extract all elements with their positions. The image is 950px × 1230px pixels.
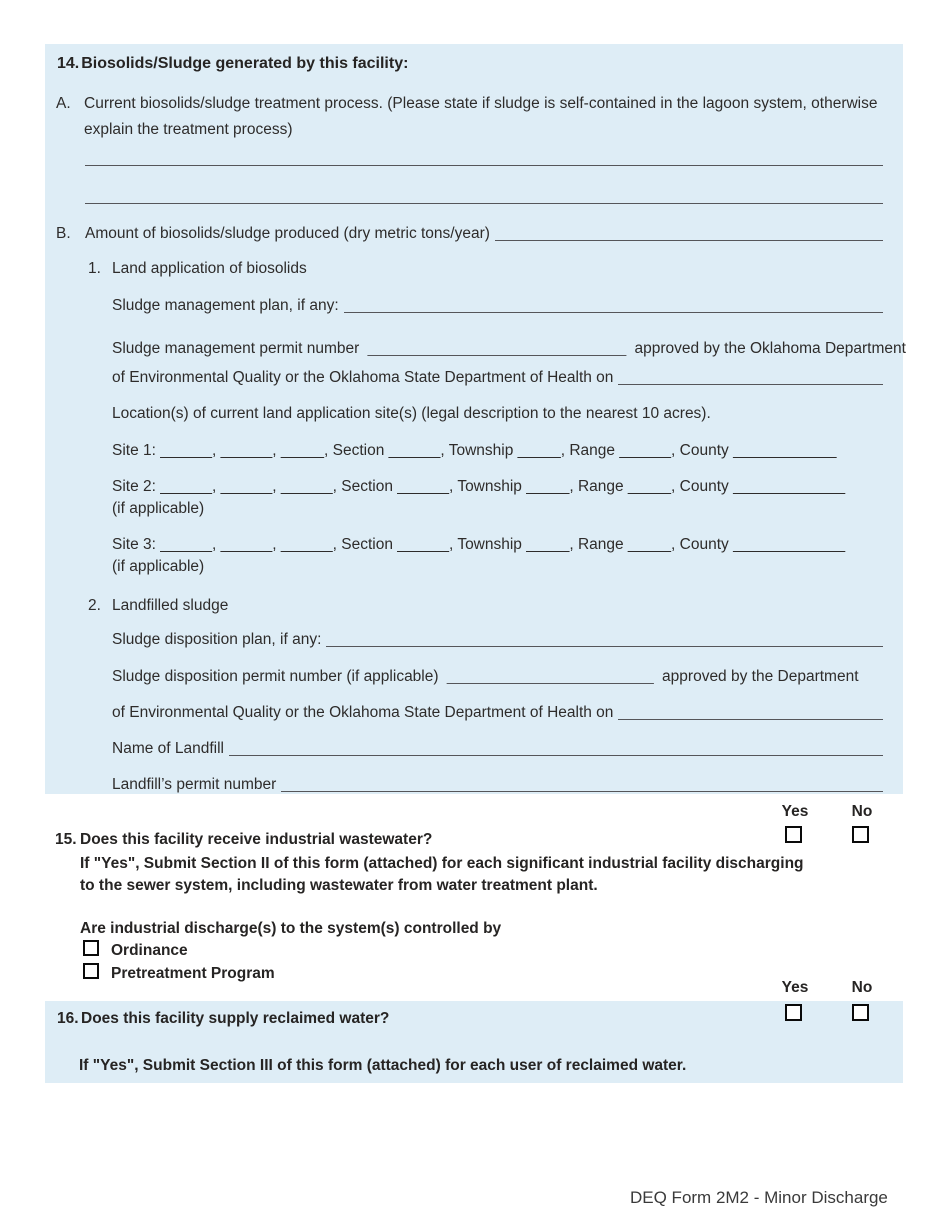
- approval-date-blank-line[interactable]: [618, 384, 883, 385]
- question-16-text: Does this facility supply reclaimed wate…: [81, 1010, 390, 1027]
- checkbox-16-no[interactable]: [852, 1004, 869, 1021]
- question-16-row: 16. Does this facility supply reclaimed …: [57, 1009, 389, 1029]
- landfill-permit-label: Landfill’s permit number: [112, 776, 277, 793]
- checkbox-ordinance[interactable]: [83, 940, 99, 956]
- checkbox-16-yes[interactable]: [785, 1004, 802, 1021]
- pretreatment-program-label: Pretreatment Program: [111, 965, 275, 982]
- site-3-note: (if applicable): [112, 558, 205, 575]
- disposition-permit-row: Sludge disposition permit number (if app…: [112, 667, 859, 687]
- landfilled-heading: 2. Landfilled sludge: [88, 596, 228, 616]
- question-16-instruction: If "Yes", Submit Section III of this for…: [79, 1057, 687, 1074]
- page-footer: DEQ Form 2M2 - Minor Discharge July 2013…: [630, 1135, 888, 1230]
- question-15-instruction: If "Yes", Submit Section II of this form…: [80, 855, 804, 894]
- item-a-marker: A.: [56, 95, 71, 112]
- answer-line-1[interactable]: [85, 149, 883, 166]
- management-plan-blank-line[interactable]: [343, 312, 883, 313]
- landfill-name-label: Name of Landfill: [112, 740, 225, 757]
- footer-form-name: DEQ Form 2M2 - Minor Discharge: [630, 1188, 888, 1207]
- site-2-note: (if applicable): [112, 500, 205, 517]
- site-3-row[interactable]: Site 3: ______, ______, ______, Section …: [112, 536, 846, 553]
- management-permit-cont-text: of Environmental Quality or the Oklahoma…: [112, 369, 614, 386]
- landfilled-title: Landfilled sludge: [112, 597, 229, 614]
- item-b-row: B. Amount of biosolids/sludge produced (…: [56, 224, 883, 244]
- management-permit-row: Sludge management permit number ________…: [112, 339, 906, 359]
- disposition-permit-cont-row: of Environmental Quality or the Oklahoma…: [112, 703, 883, 723]
- amount-blank-line[interactable]: [494, 240, 883, 241]
- section-14-heading: 14. Biosolids/Sludge generated by this f…: [57, 54, 408, 74]
- answer-line-2[interactable]: [85, 187, 883, 204]
- no-column-header-1: No: [851, 803, 873, 820]
- disposition-permit-cont-text: of Environmental Quality or the Oklahoma…: [112, 704, 614, 721]
- section-14-title: Biosolids/Sludge generated by this facil…: [81, 55, 409, 72]
- site-2-row[interactable]: Site 2: ______, ______, ______, Section …: [112, 478, 846, 495]
- question-15-number: 15.: [55, 831, 77, 848]
- location-label: Location(s) of current land application …: [112, 405, 711, 422]
- yes-column-header-2: Yes: [781, 979, 809, 996]
- question-15-text: Does this facility receive industrial wa…: [80, 831, 433, 848]
- disposition-permit-label: Sludge disposition permit number (if app…: [112, 668, 439, 685]
- management-plan-label: Sludge management plan, if any:: [112, 297, 339, 314]
- landfilled-number: 2.: [88, 597, 101, 614]
- landfill-permit-blank-line[interactable]: [281, 791, 883, 792]
- no-column-header-2: No: [851, 979, 873, 996]
- item-b-label: Amount of biosolids/sludge produced (dry…: [85, 225, 490, 242]
- disposition-permit-blank[interactable]: ________________________: [446, 668, 654, 685]
- yes-column-header-1: Yes: [781, 803, 809, 820]
- landfill-name-row: Name of Landfill: [112, 739, 883, 759]
- management-permit-approved-text: approved by the Oklahoma Department: [634, 340, 906, 357]
- checkbox-15-no[interactable]: [852, 826, 869, 843]
- item-b-marker: B.: [56, 225, 71, 242]
- management-permit-cont-row: of Environmental Quality or the Oklahoma…: [112, 368, 883, 388]
- disposition-plan-row: Sludge disposition plan, if any:: [112, 630, 883, 650]
- controlled-by-question: Are industrial discharge(s) to the syste…: [80, 920, 502, 937]
- item-a-text: Current biosolids/sludge treatment proce…: [84, 95, 878, 138]
- question-16-number: 16.: [57, 1010, 79, 1027]
- question-15-row: 15. Does this facility receive industria…: [55, 830, 432, 850]
- site-1-row[interactable]: Site 1: ______, ______, _____, Section _…: [112, 442, 837, 459]
- management-permit-blank[interactable]: ______________________________: [367, 340, 627, 357]
- checkbox-pretreatment-program[interactable]: [83, 963, 99, 979]
- section-14-number: 14.: [57, 55, 80, 72]
- landfill-permit-row: Landfill’s permit number: [112, 775, 883, 795]
- land-application-number: 1.: [88, 260, 101, 277]
- management-plan-row: Sludge management plan, if any:: [112, 296, 883, 316]
- land-application-heading: 1. Land application of biosolids: [88, 259, 307, 279]
- item-a-row: A. Current biosolids/sludge treatment pr…: [56, 91, 885, 143]
- ordinance-label: Ordinance: [111, 942, 188, 959]
- land-application-title: Land application of biosolids: [112, 260, 307, 277]
- disposition-plan-blank-line[interactable]: [326, 646, 883, 647]
- disposition-approval-date-blank-line[interactable]: [618, 719, 883, 720]
- section-14-panel: 14. Biosolids/Sludge generated by this f…: [45, 44, 906, 795]
- checkbox-15-yes[interactable]: [785, 826, 802, 843]
- section-16-panel: [45, 1001, 903, 1083]
- disposition-plan-label: Sludge disposition plan, if any:: [112, 631, 322, 648]
- disposition-permit-approved-text: approved by the Department: [662, 668, 859, 685]
- landfill-name-blank-line[interactable]: [229, 755, 883, 756]
- management-permit-label: Sludge management permit number: [112, 340, 360, 357]
